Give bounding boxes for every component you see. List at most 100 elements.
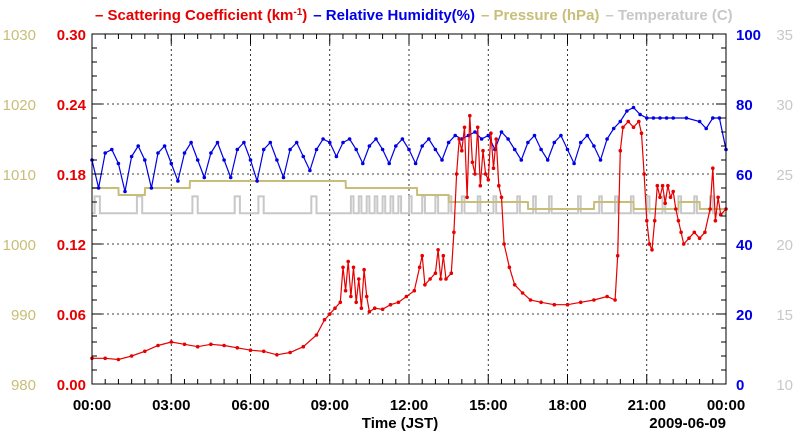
data-point-scattering: [367, 309, 372, 314]
data-point-humidity: [116, 161, 121, 166]
data-point-scattering: [328, 312, 332, 316]
data-point-scattering: [436, 248, 440, 252]
data-point-humidity: [347, 137, 352, 141]
data-point-humidity: [235, 147, 240, 152]
data-point-scattering: [444, 277, 448, 281]
data-point-scattering: [652, 218, 657, 223]
data-point-scattering: [388, 302, 393, 307]
data-point-humidity: [215, 140, 220, 145]
data-point-scattering: [452, 230, 456, 235]
data-point-humidity: [281, 175, 286, 180]
data-point-humidity: [486, 133, 491, 138]
data-point-scattering: [674, 207, 678, 211]
data-point-humidity: [380, 147, 385, 152]
data-point-humidity: [308, 168, 312, 173]
data-point-scattering: [338, 300, 343, 305]
date-label: 2009-06-09: [649, 415, 726, 432]
data-point-humidity: [427, 137, 431, 141]
y-tick-label-temperature: 30: [776, 97, 793, 114]
data-point-humidity: [156, 151, 160, 155]
data-point-scattering: [462, 125, 467, 130]
y-axes: 98099010001010102010300.000.060.120.180.…: [3, 27, 793, 394]
data-point-humidity: [129, 154, 134, 159]
data-point-scattering: [478, 183, 483, 188]
y-tick-label-temperature: 20: [776, 237, 793, 254]
data-point-humidity: [420, 144, 425, 148]
data-point-scattering: [660, 183, 665, 188]
data-point-humidity: [228, 175, 233, 180]
data-point-humidity: [202, 175, 207, 180]
data-point-scattering: [343, 288, 348, 293]
data-point-scattering: [663, 201, 667, 205]
data-point-scattering: [676, 218, 681, 223]
data-point-scattering: [433, 271, 438, 276]
data-point-scattering: [372, 306, 377, 311]
data-point-scattering: [428, 277, 432, 281]
data-point-scattering: [650, 248, 654, 252]
data-point-scattering: [169, 340, 174, 344]
data-point-scattering: [539, 300, 543, 305]
y-tick-label-pressure: 1030: [3, 27, 36, 44]
data-point-scattering: [412, 288, 417, 293]
series-layer: [90, 105, 728, 362]
data-point-humidity: [367, 144, 372, 148]
data-point-scattering: [354, 300, 359, 305]
data-point-humidity: [704, 126, 708, 131]
x-tick-label: 00:00: [707, 397, 745, 414]
data-point-scattering: [578, 300, 583, 305]
legend-pres: – Pressure (hPa): [481, 7, 599, 24]
data-point-scattering: [470, 160, 475, 165]
data-point-scattering: [441, 253, 446, 258]
data-point-scattering: [380, 307, 385, 312]
data-point-scattering: [631, 125, 636, 130]
data-point-scattering: [333, 306, 337, 311]
data-point-scattering: [618, 148, 623, 153]
x-tick-label: 06:00: [231, 397, 269, 414]
data-point-humidity: [618, 119, 623, 124]
data-point-humidity: [255, 179, 259, 183]
legend-temp: – Temperature (C): [605, 7, 732, 24]
data-point-scattering: [679, 230, 683, 235]
data-point-scattering: [346, 259, 351, 264]
data-point-humidity: [268, 140, 273, 145]
data-point-humidity: [394, 144, 398, 148]
data-point-scattering: [642, 172, 646, 176]
data-point-humidity: [651, 116, 656, 120]
data-point-humidity: [526, 140, 530, 145]
x-tick-label: 21:00: [628, 397, 666, 414]
data-point-humidity: [110, 147, 114, 152]
data-point-scattering: [195, 344, 200, 349]
data-point-scattering: [613, 298, 617, 302]
data-point-scattering: [703, 230, 707, 235]
data-point-scattering: [621, 125, 625, 130]
data-point-humidity: [664, 116, 669, 120]
data-point-scattering: [681, 242, 686, 246]
data-point-humidity: [334, 154, 339, 159]
y-tick-label-temperature: 15: [776, 307, 793, 324]
data-point-scattering: [301, 344, 306, 349]
data-point-scattering: [156, 343, 160, 348]
y-tick-label-pressure: 1010: [3, 167, 36, 184]
data-point-humidity: [374, 137, 378, 141]
chart-title: – Scattering Coefficient (km-1) – Relativ…: [95, 7, 733, 25]
data-point-humidity: [684, 116, 689, 120]
data-point-scattering: [404, 294, 409, 299]
data-point-humidity: [519, 158, 524, 162]
data-point-humidity: [328, 140, 332, 145]
data-point-humidity: [96, 186, 101, 190]
data-point-humidity: [440, 158, 444, 162]
y-tick-label-humidity: 100: [736, 27, 761, 44]
data-point-humidity: [433, 147, 438, 152]
data-point-scattering: [615, 253, 620, 258]
data-point-scattering: [658, 195, 662, 200]
y-tick-label-scattering: 0.18: [57, 167, 86, 184]
data-point-humidity: [400, 137, 405, 141]
data-point-scattering: [655, 183, 660, 188]
data-point-scattering: [502, 242, 506, 246]
data-point-humidity: [532, 133, 537, 138]
data-point-humidity: [512, 147, 517, 152]
data-point-scattering: [460, 148, 464, 153]
data-point-humidity: [149, 186, 154, 190]
data-point-humidity: [539, 147, 543, 152]
